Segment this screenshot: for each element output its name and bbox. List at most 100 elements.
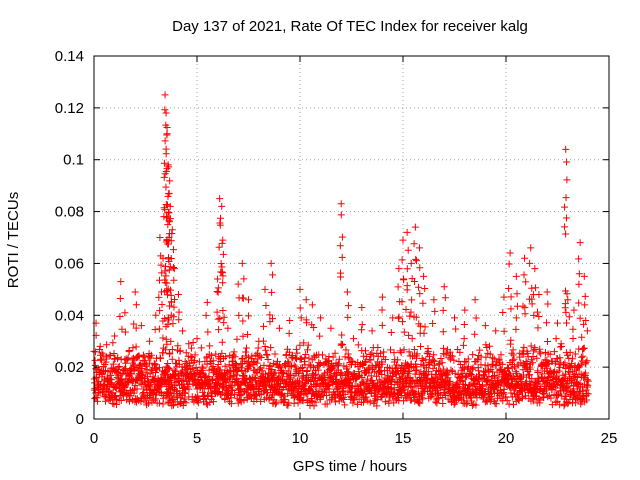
background-point — [492, 400, 500, 408]
trail-point — [169, 264, 177, 272]
trail-point — [530, 311, 538, 319]
background-point — [206, 342, 214, 350]
trail-point — [130, 320, 138, 328]
trail-point — [575, 299, 583, 307]
background-point — [451, 369, 459, 377]
background-point — [474, 367, 482, 375]
trail-point — [213, 308, 221, 316]
data-point — [350, 335, 358, 343]
background-point — [348, 357, 356, 365]
trail-point — [412, 257, 420, 265]
background-point — [341, 353, 349, 361]
trail-point — [164, 360, 172, 368]
background-point — [536, 345, 544, 353]
trail-point — [216, 314, 224, 322]
data-point — [337, 200, 345, 208]
background-point — [552, 384, 560, 392]
background-point — [541, 375, 549, 383]
trail-point — [441, 294, 449, 302]
background-point — [378, 371, 386, 379]
background-point — [129, 344, 137, 352]
trail-point — [407, 308, 415, 316]
trail-point — [165, 209, 173, 217]
background-point — [534, 368, 542, 376]
trail-point — [512, 314, 520, 322]
data-point — [576, 239, 584, 247]
data-point — [131, 288, 139, 296]
background-point — [248, 352, 256, 360]
background-point — [325, 385, 333, 393]
background-point — [518, 378, 526, 386]
background-point — [278, 368, 286, 376]
y-tick-label: 0 — [76, 411, 84, 428]
trail-point — [167, 237, 175, 245]
trail-point — [219, 250, 227, 258]
trail-point — [132, 301, 140, 309]
background-point — [325, 361, 333, 369]
background-point — [282, 362, 290, 370]
background-point — [98, 371, 106, 379]
background-point — [133, 376, 141, 384]
trail-point — [166, 349, 174, 357]
trail-point — [543, 319, 551, 327]
background-point — [106, 375, 114, 383]
trail-point — [400, 276, 408, 284]
trail-point — [581, 301, 589, 309]
background-point — [543, 364, 551, 372]
background-point — [114, 355, 122, 363]
background-point — [143, 401, 151, 409]
background-point — [162, 393, 170, 401]
background-point — [361, 358, 369, 366]
background-point — [171, 382, 179, 390]
background-point — [222, 353, 230, 361]
trail-point — [266, 311, 274, 319]
background-point — [578, 345, 586, 353]
background-point — [335, 355, 343, 363]
background-point — [476, 346, 484, 354]
background-point — [146, 382, 154, 390]
trail-point — [121, 328, 129, 336]
trail-point — [162, 335, 170, 343]
background-point — [503, 397, 511, 405]
background-point — [131, 381, 139, 389]
background-point — [323, 400, 331, 408]
data-point — [296, 285, 304, 293]
trail-point — [561, 203, 569, 211]
trail-point — [431, 307, 439, 315]
trail-point — [216, 371, 224, 379]
trail-point — [163, 124, 171, 132]
background-point — [230, 348, 238, 356]
background-point — [189, 364, 197, 372]
background-point — [359, 389, 367, 397]
background-point — [250, 358, 258, 366]
background-point — [568, 360, 576, 368]
data-point — [411, 223, 419, 231]
data-point — [121, 309, 129, 317]
trail-point — [165, 266, 173, 274]
background-point — [520, 350, 528, 358]
trail-point — [161, 267, 169, 275]
trail-point — [521, 304, 529, 312]
trail-point — [157, 261, 165, 269]
background-point — [482, 353, 490, 361]
background-point — [450, 356, 458, 364]
data-point — [580, 272, 588, 280]
data-point — [403, 228, 411, 236]
background-point — [444, 374, 452, 382]
background-point — [552, 398, 560, 406]
background-point — [192, 370, 200, 378]
trail-point — [167, 291, 175, 299]
background-point — [117, 396, 125, 404]
background-point — [134, 366, 142, 374]
trail-point — [218, 338, 226, 346]
data-point — [234, 280, 242, 288]
trail-point — [460, 335, 468, 343]
trail-point — [166, 263, 174, 271]
background-point — [299, 397, 307, 405]
background-point — [443, 349, 451, 357]
trail-point — [499, 309, 507, 317]
background-point — [209, 398, 217, 406]
background-point — [417, 342, 425, 350]
trail-point — [269, 315, 277, 323]
trail-point — [531, 344, 539, 352]
